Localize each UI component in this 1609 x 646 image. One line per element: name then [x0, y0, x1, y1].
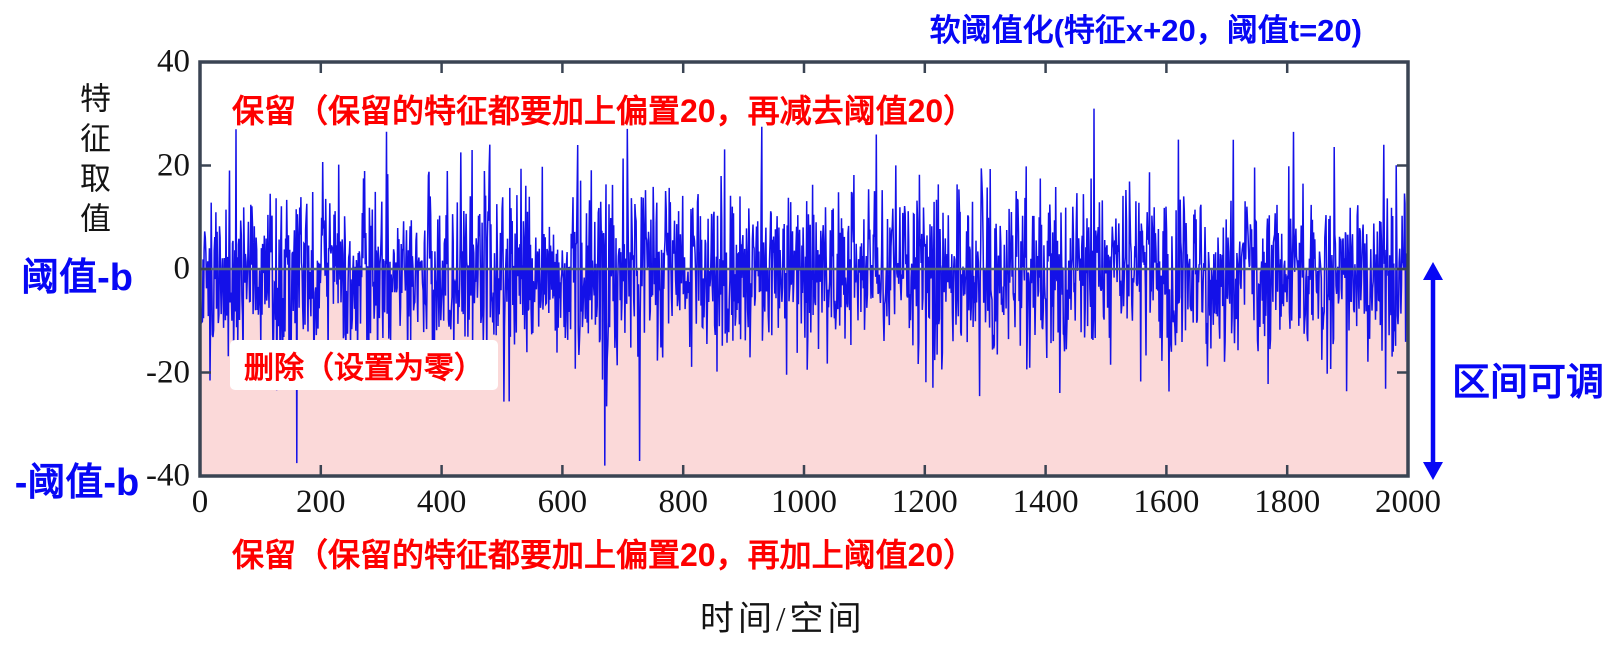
x-tick-label: 1400 — [1012, 484, 1079, 520]
y-tick-label: -40 — [146, 457, 190, 494]
x-tick-label: 2000 — [1375, 484, 1441, 520]
y-axis-label: 特征取值 — [75, 82, 110, 242]
x-tick-label: 1600 — [1133, 484, 1200, 520]
y-tick-label: 40 — [157, 43, 190, 80]
label-threshold-minus-b: 阈值-b — [21, 257, 133, 299]
label-neg-threshold-minus-b: -阈值-b — [14, 462, 140, 504]
annotation-keep-lower: 保留（保留的特征都要加上偏置20，再加上阈值20） — [232, 537, 976, 573]
x-tick-label: 200 — [296, 484, 346, 520]
x-tick-label: 600 — [537, 484, 588, 520]
x-tick-label: 1000 — [771, 484, 837, 520]
x-tick-label: 1800 — [1254, 484, 1321, 520]
range-arrow-head-up — [1423, 262, 1443, 280]
y-tick-label: 20 — [157, 147, 190, 183]
annotation-keep-upper: 保留（保留的特征都要加上偏置20，再减去阈值20） — [232, 93, 976, 129]
x-tick-label: 400 — [416, 484, 467, 520]
chart-title: 软阈值化(特征x+20，阈值t=20) — [929, 13, 1362, 48]
x-tick-label: 1200 — [891, 484, 958, 520]
range-arrow-head-down — [1423, 462, 1443, 480]
feature-signal — [200, 108, 1408, 466]
x-axis-label: 时间/空间 — [700, 601, 866, 638]
x-tick-label: 0 — [191, 484, 209, 520]
x-tick-label: 800 — [658, 484, 708, 520]
label-adjustable-interval: 区间可调 — [1452, 362, 1605, 404]
y-tick-label: -20 — [146, 354, 190, 390]
y-tick-label: 0 — [173, 250, 191, 287]
annotation-delete-zone: 删除（设置为零） — [230, 340, 498, 390]
